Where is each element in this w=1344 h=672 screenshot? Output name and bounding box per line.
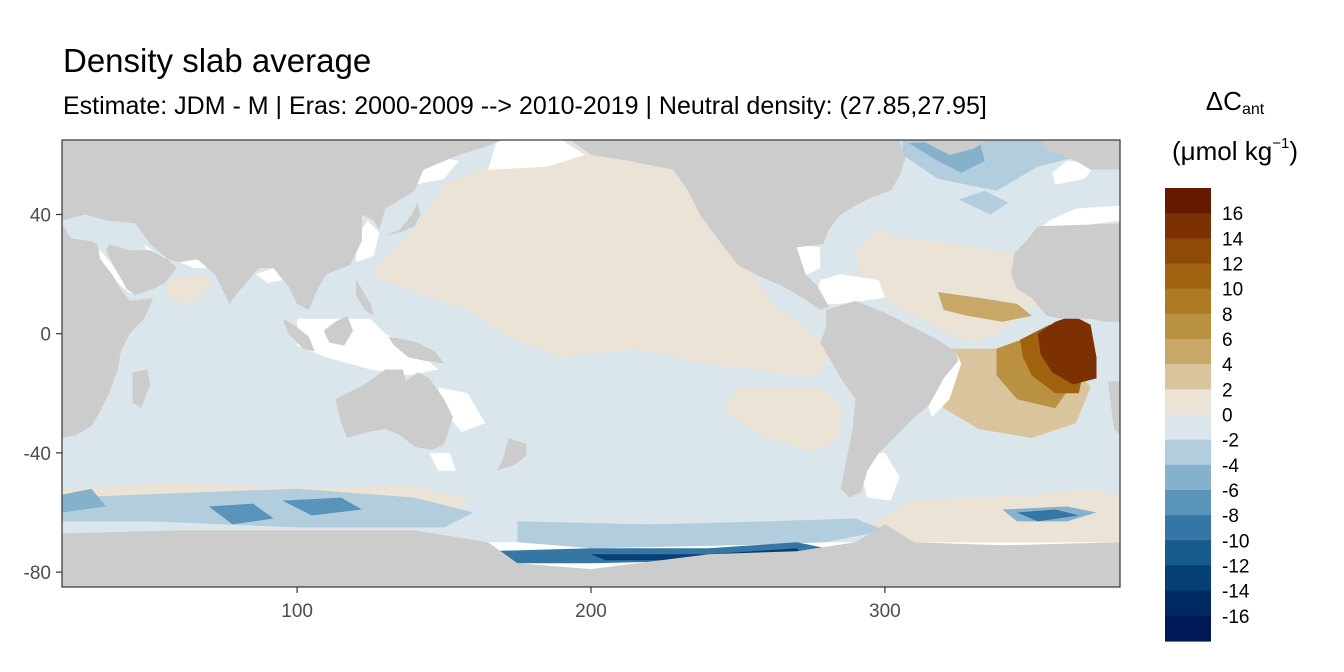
nodata-tasman-shelf <box>429 452 456 471</box>
x-tick-label: 100 <box>281 601 313 622</box>
y-tick-label: -40 <box>24 444 51 465</box>
legend-swatch <box>1165 490 1211 516</box>
land-west-africa <box>1011 223 1120 322</box>
legend-swatch <box>1165 313 1211 340</box>
legend-title: ΔCant <box>1205 86 1265 118</box>
nodata-indo-pacific-ridge <box>438 387 486 432</box>
land-australia <box>335 369 453 450</box>
land-sumatra <box>282 318 315 352</box>
legend-label: 12 <box>1222 255 1243 276</box>
legend-swatch <box>1165 188 1211 214</box>
land-southwest-africa <box>1108 381 1120 435</box>
legend-label: 2 <box>1222 380 1233 401</box>
legend-swatch <box>1165 590 1211 617</box>
land-africa <box>62 223 154 438</box>
legend: 16 14 12 10 8 6 4 2 0 -2 -4 -6 -8 -10 -12 -14 -16 <box>1165 188 1250 642</box>
legend-label: 6 <box>1222 330 1233 351</box>
legend-unit: (μmol kg−1) <box>1172 135 1298 166</box>
region-kerguelen-patch <box>208 503 274 525</box>
legend-swatch <box>1165 389 1211 416</box>
land-borneo <box>323 315 353 346</box>
legend-swatch <box>1165 263 1211 290</box>
land-antarctica <box>62 524 1120 587</box>
land-philippines <box>355 280 374 316</box>
legend-swatch <box>1165 238 1211 265</box>
nodata-north-sea <box>1052 160 1097 185</box>
legend-swatch <box>1165 439 1211 466</box>
legend-swatch <box>1165 213 1211 239</box>
region-mid-atlantic-5 <box>937 292 1032 322</box>
y-tick-label: 0 <box>40 325 51 346</box>
legend-label: 0 <box>1222 406 1233 427</box>
legend-swatch <box>1165 615 1211 642</box>
legend-label: -14 <box>1222 582 1250 603</box>
legend-swatch <box>1165 339 1211 365</box>
region-east-atlantic-15 <box>1037 315 1097 385</box>
land-new-zealand <box>497 438 527 471</box>
legend-swatch <box>1165 565 1211 592</box>
nodata-arabian-shelf <box>179 259 209 269</box>
nodata-red-sea <box>97 250 133 295</box>
land-eurasia <box>62 140 503 310</box>
legend-swatch <box>1165 364 1211 390</box>
region-southern-ocean-east <box>517 518 885 549</box>
land-north-america <box>570 140 906 310</box>
map-panel <box>62 140 1120 587</box>
region-southern-ocean-west <box>62 488 474 528</box>
legend-label: -6 <box>1222 481 1239 502</box>
land-south-america <box>820 300 959 498</box>
chart-title: Density slab average <box>63 42 372 79</box>
legend-swatch <box>1165 288 1211 315</box>
region-weddell-tan <box>873 488 1120 543</box>
nodata-bering <box>488 140 586 170</box>
land-greenland <box>920 140 988 155</box>
nodata-caribbean <box>814 274 885 304</box>
region-north-pacific <box>370 148 835 379</box>
land-madagascar <box>132 369 151 409</box>
nodata-mediterranean <box>1043 205 1120 227</box>
legend-swatch <box>1165 464 1211 491</box>
legend-label: 4 <box>1222 355 1233 376</box>
y-tick-label: 40 <box>30 206 51 227</box>
legend-label: 16 <box>1222 204 1243 225</box>
region-east-south-pacific-tan <box>723 387 844 453</box>
legend-label: 10 <box>1222 280 1243 301</box>
y-tick-label: -80 <box>24 563 51 584</box>
land-japan <box>385 202 421 236</box>
land-arabia <box>106 244 177 295</box>
nodata-bay-bengal-shelf <box>256 268 283 283</box>
legend-swatch <box>1165 515 1211 541</box>
region-indian-west-tan <box>167 274 215 304</box>
legend-label: -10 <box>1222 531 1249 552</box>
region-irminger-patch <box>958 190 1009 215</box>
nodata-brazil-shelf <box>926 351 962 418</box>
region-west-indian-patch <box>62 488 107 513</box>
legend-label: 8 <box>1222 305 1233 326</box>
legend-label: -8 <box>1222 506 1239 527</box>
legend-swatch <box>1165 414 1211 441</box>
chart-subtitle: Estimate: JDM - M | Eras: 2000-2009 --> … <box>63 92 987 120</box>
land-europe-north <box>1043 140 1120 170</box>
region-weddell-deep <box>1017 509 1079 522</box>
legend-label: 14 <box>1222 229 1244 250</box>
legend-label: -4 <box>1222 456 1239 477</box>
legend-label: -12 <box>1222 557 1249 578</box>
legend-swatch <box>1165 540 1211 567</box>
legend-label: -2 <box>1222 431 1239 452</box>
region-australia-south-patch <box>282 497 362 516</box>
x-tick-label: 200 <box>575 601 607 622</box>
x-tick-label: 300 <box>869 601 901 622</box>
land-new-guinea <box>388 336 445 364</box>
legend-label: -16 <box>1222 607 1249 628</box>
